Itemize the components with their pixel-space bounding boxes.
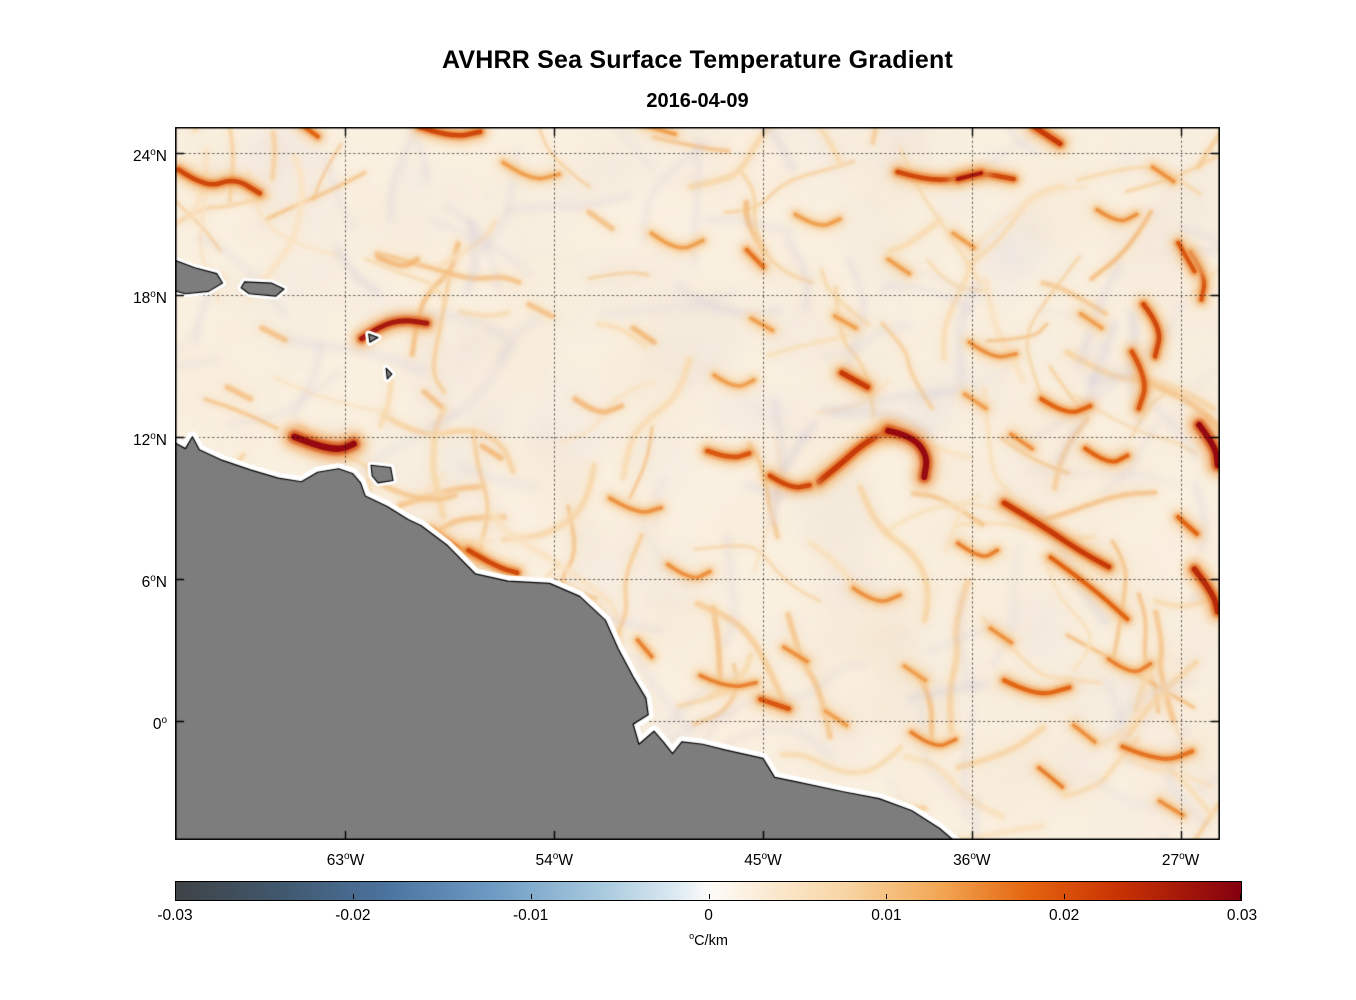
colorbar-tick-label: 0 xyxy=(704,907,713,924)
colorbar-tick-mark xyxy=(352,894,354,899)
colorbar-unit-text: C/km xyxy=(694,932,728,949)
y-tick-label: 6oN xyxy=(141,572,167,591)
y-tick-label: 24oN xyxy=(132,147,167,166)
colorbar-gradient xyxy=(175,881,1242,901)
x-tick-label: 63oW xyxy=(326,851,365,870)
colorbar-tick-label: 0.01 xyxy=(871,907,902,924)
chart-title: AVHRR Sea Surface Temperature Gradient xyxy=(442,46,953,74)
colorbar-tick-label: 0.02 xyxy=(1049,907,1080,924)
map-canvas xyxy=(175,127,1220,840)
colorbar-tick-mark xyxy=(1240,894,1241,899)
colorbar-tick-label: -0.03 xyxy=(157,907,193,924)
colorbar-tick-mark xyxy=(708,894,710,899)
colorbar-tick-mark xyxy=(530,894,532,899)
x-tick-label: 36oW xyxy=(953,851,991,870)
colorbar-tick-label: 0.03 xyxy=(1226,907,1258,924)
x-tick-label: 54oW xyxy=(535,851,573,870)
y-tick-label: 18oN xyxy=(132,288,167,308)
chart-subtitle: 2016-04-09 xyxy=(646,90,749,112)
y-tick-label: 12oN xyxy=(132,430,167,449)
colorbar-tick-label: -0.01 xyxy=(512,907,549,924)
colorbar-unit-label: oC/km xyxy=(175,931,1242,949)
colorbar-tick-label: -0.02 xyxy=(335,907,371,924)
x-tick-label: 27oW xyxy=(1161,851,1200,870)
y-tick-label: 0o xyxy=(152,714,167,733)
colorbar-unit-sup: o xyxy=(689,931,695,941)
colorbar-tick-mark xyxy=(886,894,888,899)
colorbar-tick-mark xyxy=(1064,894,1066,899)
x-tick-label: 45oW xyxy=(744,851,782,870)
colorbar-tick-mark xyxy=(175,894,176,899)
map-plot xyxy=(175,127,1220,840)
